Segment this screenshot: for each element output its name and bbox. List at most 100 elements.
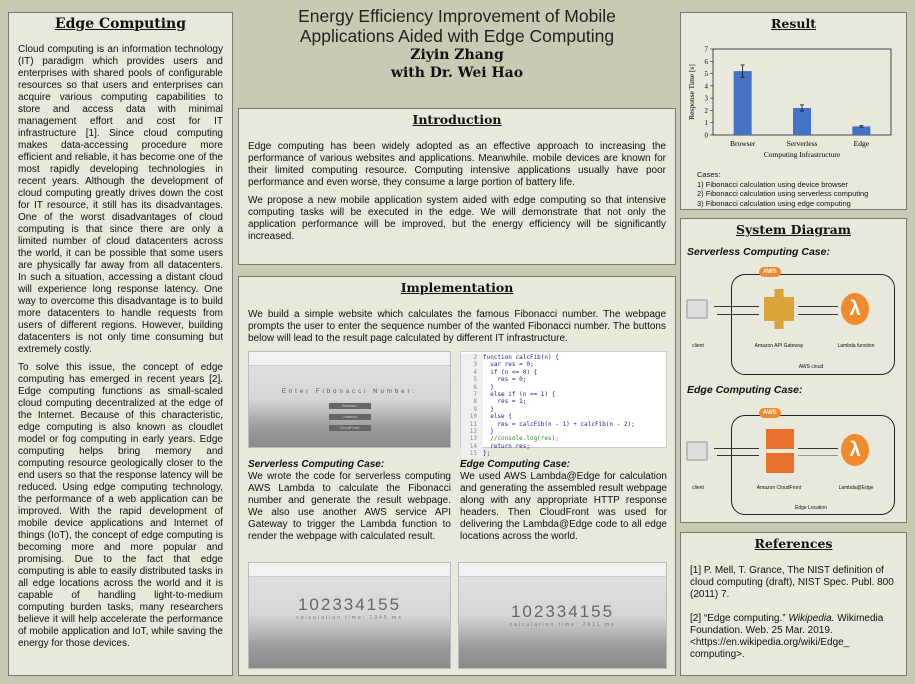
code-text: res = 1; xyxy=(483,398,527,406)
y-tick-label: 0 xyxy=(705,132,709,140)
y-tick-label: 7 xyxy=(705,46,709,54)
code-snippet: 2 function calcFib(n) {3 var res = 0; 4 if… xyxy=(460,351,667,458)
code-line: 12 } xyxy=(461,428,666,436)
response-time-chart: 0 1 2 3 4 5 6 7 Browser Serverless Edge Computing I… xyxy=(687,46,892,159)
section-heading: Edge Computing xyxy=(54,16,187,32)
code-line: 2 function calcFib(n) { xyxy=(461,354,666,362)
app-button: Lambda xyxy=(328,414,371,420)
aws-badge: AWS xyxy=(759,267,781,277)
function-label: Lambda function xyxy=(837,343,875,349)
line-number: 10 xyxy=(461,413,483,421)
code-line: 6 } xyxy=(461,383,666,392)
serverless-result-screenshot: 102334155 calculation time: 1345 ms xyxy=(248,562,451,669)
line-number: 6 xyxy=(461,383,483,392)
section-heading: References xyxy=(754,536,833,551)
edge-result-screenshot: 102334155 calculation time: 2611 ms xyxy=(458,562,667,669)
section-heading: Implementation xyxy=(400,280,514,295)
lambda-edge-icon: λ xyxy=(841,434,869,466)
reference-1: [1] P. Mell, T. Grance, The NIST definit… xyxy=(690,565,894,600)
title-line: Energy Efficiency Improvement of Mobile xyxy=(298,6,616,26)
x-tick-label: Serverless xyxy=(787,139,818,148)
code-text: //console.log(res); xyxy=(483,435,559,443)
line-number: 11 xyxy=(461,420,483,429)
prompt-text: Enter Fibonacci Number: xyxy=(281,389,418,395)
bar-serverless xyxy=(793,107,811,135)
diagram-title: Serverless Computing Case: xyxy=(687,246,830,258)
case-item: 2) Fibonacci calculation using serverles… xyxy=(697,189,869,198)
y-tick-label: 6 xyxy=(705,58,709,66)
system-diagram-panel: System Diagram Serverless Computing Case… xyxy=(680,218,907,523)
code-line: 8 res = 1; xyxy=(461,398,666,406)
case-title: Serverless Computing Case: xyxy=(248,459,385,470)
code-line: 5 res = 0; xyxy=(461,376,666,384)
line-number: 5 xyxy=(461,376,483,384)
paragraph: Edge computing has been widely adopted a… xyxy=(248,141,666,188)
y-tick-label: 4 xyxy=(705,82,709,90)
line-number: 12 xyxy=(461,428,483,436)
implementation-panel: Implementation We build a simple website… xyxy=(238,276,676,676)
bar-edge xyxy=(852,126,871,135)
section-heading: Result xyxy=(771,16,816,31)
line-number: 14 xyxy=(461,442,483,451)
client-label: client xyxy=(692,485,704,491)
paragraph: To solve this issue, the concept of edge… xyxy=(18,362,223,649)
code-text: }; xyxy=(483,450,491,458)
line-number: 8 xyxy=(461,398,483,406)
region-label: AWS cloud xyxy=(798,364,824,370)
code-text: res = calcFib(n - 1) + calcFib(n - 2); xyxy=(483,420,635,428)
line-number: 15 xyxy=(461,450,483,458)
line-number: 7 xyxy=(461,391,483,399)
line-number: 13 xyxy=(461,435,483,443)
code-line: 4 if (n <= 0) { xyxy=(461,368,666,377)
paragraph: We build a simple website which calculat… xyxy=(248,309,666,344)
result-number: 102334155 xyxy=(510,602,615,621)
result-number: 102334155 xyxy=(297,595,402,614)
client-label: client xyxy=(692,343,704,349)
paragraph: We propose a new mobile application syst… xyxy=(248,195,666,242)
client-computer-icon xyxy=(686,441,708,461)
paragraph: We wrote the code for serverless computi… xyxy=(248,471,451,542)
poster-title: Energy Efficiency Improvement of Mobile … xyxy=(238,6,676,82)
app-button: CloudFront xyxy=(328,425,371,431)
bar-browser xyxy=(733,71,752,135)
lambda-icon: λ xyxy=(841,293,869,325)
ref-text: [2] “Edge computing.” xyxy=(690,613,789,624)
code-text: function calcFib(n) { xyxy=(483,354,559,361)
calculation-time: calculation time: 1345 ms xyxy=(296,615,403,621)
section-heading: System Diagram xyxy=(736,222,851,237)
service-label: Amazon CloudFront xyxy=(756,485,802,491)
code-line: 11 res = calcFib(n - 1) + calcFib(n - 2)… xyxy=(461,420,666,429)
code-text: else { xyxy=(483,413,512,421)
y-tick-label: 1 xyxy=(705,119,709,127)
code-line: 7 else if (n == 1) { xyxy=(461,391,666,399)
case-item: 3) Fibonacci calculation using edge comp… xyxy=(697,198,851,208)
case-title: Edge Computing Case: xyxy=(460,459,571,470)
edge-computing-panel: Edge Computing Cloud computing is an inf… xyxy=(8,12,233,676)
aws-badge: AWS xyxy=(759,408,781,418)
client-computer-icon xyxy=(686,299,708,319)
line-number: 4 xyxy=(461,368,483,377)
code-text: else if (n == 1) { xyxy=(483,391,556,399)
region-label: Edge Location xyxy=(795,505,827,511)
author: Ziyin Zhang xyxy=(410,47,504,63)
x-tick-label: Browser xyxy=(730,139,756,148)
x-axis-label: Computing Infrastructure xyxy=(764,150,841,159)
section-heading: Introduction xyxy=(412,112,502,127)
aws-cloud-boundary xyxy=(731,274,895,375)
calculation-time: calculation time: 2611 ms xyxy=(509,622,616,628)
diagram-title: Edge Computing Case: xyxy=(687,384,803,396)
references-panel: References [1] P. Mell, T. Grance, The N… xyxy=(680,532,907,676)
advisor: with Dr. Wei Hao xyxy=(390,65,524,81)
paragraph: We used AWS Lambda@Edge for calculation … xyxy=(460,471,667,542)
y-tick-label: 5 xyxy=(705,70,709,78)
cases-title: Cases: xyxy=(697,170,721,179)
code-text: if (n <= 0) { xyxy=(483,368,538,376)
code-text: } xyxy=(483,405,494,413)
app-screenshot: Enter Fibonacci Number: Browser Lambda Clo… xyxy=(248,351,451,448)
line-number: 3 xyxy=(461,361,483,369)
code-text: return res; xyxy=(483,442,530,450)
cloudfront-icon xyxy=(766,429,794,473)
code-line: 3 var res = 0; xyxy=(461,361,666,369)
function-label: Lambda@Edge xyxy=(838,485,874,491)
line-number: 9 xyxy=(461,405,483,414)
